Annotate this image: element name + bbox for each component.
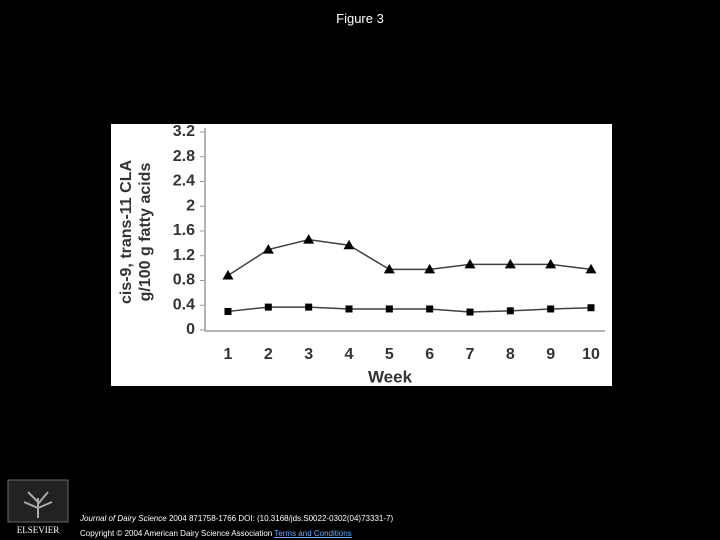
y-tick-label: 1.2 (173, 247, 195, 264)
triangle-marker (464, 258, 476, 269)
logo-text: ELSEVIER (17, 525, 60, 535)
y-tick-label: 0 (186, 321, 195, 338)
x-tick-label: 8 (506, 346, 515, 363)
terms-link[interactable]: Terms and Conditions (274, 529, 352, 538)
page-title: Figure 3 (336, 11, 384, 26)
x-tick-label: 3 (304, 346, 313, 363)
triangle-marker (303, 234, 315, 244)
x-tick-label: 6 (425, 346, 434, 363)
x-axis-label: Week (368, 367, 413, 386)
copyright: Copyright © 2004 American Dairy Science … (80, 529, 273, 538)
y-axis-label: g/100 g fatty acids (137, 163, 154, 302)
triangle-marker (545, 258, 557, 269)
logo-tree (23, 491, 53, 518)
y-tick-label: 0.8 (173, 272, 195, 289)
square-marker (345, 305, 353, 313)
citation: 2004 871758-1766 DOI: (10.3168/jds.S0022… (168, 514, 394, 523)
publisher-logo: ELSEVIER (7, 479, 69, 535)
x-tick-label: 9 (546, 346, 555, 363)
y-axis-label: cis-9, trans-11 CLA (118, 160, 135, 305)
y-tick-label: 1.6 (173, 222, 195, 239)
triangle-marker (262, 244, 274, 254)
y-tick-label: 2.4 (173, 173, 195, 190)
x-tick-label: 4 (345, 346, 354, 363)
triangle-marker (504, 258, 516, 269)
x-tick-label: 1 (224, 346, 233, 363)
square-marker (224, 307, 232, 315)
triangle-marker (585, 263, 597, 274)
journal-name: Journal of Dairy Science (80, 514, 167, 523)
y-tick-label: 2.8 (173, 148, 195, 165)
y-tick-label: 3.2 (173, 123, 195, 140)
x-tick-label: 7 (466, 346, 475, 363)
footer-citation-line: Journal of Dairy Science 2004 871758-176… (80, 514, 393, 523)
square-marker (587, 304, 595, 312)
chart-background (111, 124, 612, 386)
series-line (227, 238, 592, 277)
y-tick-label: 2 (186, 197, 195, 214)
triangle-marker (222, 270, 234, 280)
triangle-marker (424, 263, 436, 274)
square-marker (426, 305, 434, 313)
triangle-marker (343, 239, 355, 250)
footer-copyright-line: Copyright © 2004 American Dairy Science … (80, 529, 352, 538)
x-tick-label: 10 (582, 346, 600, 363)
square-marker (385, 305, 393, 313)
square-marker (466, 308, 474, 316)
square-marker (506, 307, 514, 315)
series-line (227, 306, 592, 313)
square-marker (547, 305, 555, 313)
x-tick-label: 2 (264, 346, 273, 363)
square-marker (305, 303, 313, 311)
x-tick-label: 5 (385, 346, 394, 363)
square-marker (264, 303, 272, 311)
triangle-marker (383, 263, 395, 274)
y-tick-label: 0.4 (173, 296, 195, 313)
